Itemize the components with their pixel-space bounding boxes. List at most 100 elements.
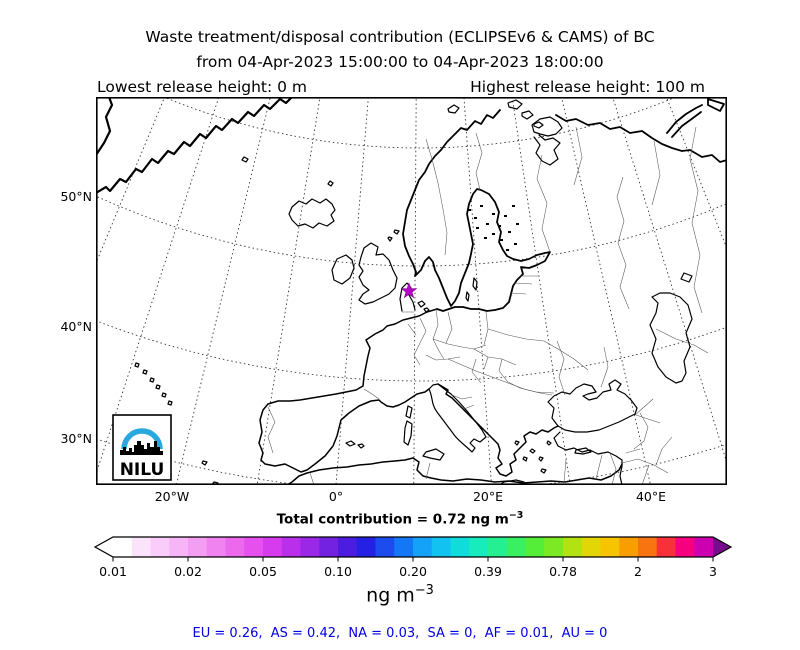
coastlines xyxy=(97,98,726,484)
colorbar-segment xyxy=(656,537,676,557)
nilu-logo-arc xyxy=(121,428,163,450)
italy-coast xyxy=(428,383,487,453)
meridian-gridline xyxy=(97,98,219,473)
lowest-release-label: Lowest release height: 0 m xyxy=(97,78,308,96)
lat-tick-40n: 40°N xyxy=(60,319,92,334)
colorbar-segment xyxy=(450,537,470,557)
atlantic-islands xyxy=(134,362,219,484)
colorbar-segment xyxy=(675,537,695,557)
balkans-greece-coast xyxy=(437,383,559,477)
colorbar-tick-label: 0.20 xyxy=(399,564,427,579)
meridian-gridline xyxy=(463,98,492,484)
colorbar-over-arrow xyxy=(713,537,731,557)
lon-tick-0: 0° xyxy=(328,489,344,504)
lon-tick-20w: 20°W xyxy=(154,489,190,504)
black-sea-coast xyxy=(547,379,638,433)
meridian-gridline xyxy=(256,98,321,484)
colorbar-segment xyxy=(525,537,545,557)
aegean-islands xyxy=(500,440,552,484)
colorbar-segment xyxy=(225,537,245,557)
colorbar-segment xyxy=(619,537,639,557)
meridian-gridline xyxy=(666,98,726,248)
colorbar-segment xyxy=(263,537,283,557)
colorbar-tick-label: 0.01 xyxy=(99,564,127,579)
colorbar-segment xyxy=(188,537,208,557)
colorbar-segment xyxy=(600,537,620,557)
meridian-gridline xyxy=(561,98,651,484)
colorbar-segment xyxy=(394,537,414,557)
lat-tick-30n: 30°N xyxy=(60,431,92,446)
colorbar-segment xyxy=(694,537,714,557)
med-islands xyxy=(345,405,445,461)
colorbar-segment xyxy=(375,537,395,557)
svalbard-islands xyxy=(241,99,544,163)
nilu-logo-text: NILU xyxy=(120,460,165,480)
colorbar-tick-label: 0.10 xyxy=(324,564,352,579)
europe-map: NILU xyxy=(96,97,727,485)
title-line1: Waste treatment/disposal contribution (E… xyxy=(145,28,655,46)
graticule-gridlines xyxy=(97,98,726,484)
colorbar-segment xyxy=(413,537,433,557)
colorbar-segment xyxy=(206,537,226,557)
colorbar-segment xyxy=(300,537,320,557)
colorbar-segment xyxy=(431,537,451,557)
gotland-island xyxy=(465,277,478,302)
iceland-coast xyxy=(288,198,336,229)
colorbar-segment xyxy=(169,537,189,557)
great-britain-coast xyxy=(327,180,400,305)
colorbar-segment xyxy=(281,537,301,557)
greenland-coast xyxy=(97,98,293,194)
parallel-gridline xyxy=(165,98,675,149)
lon-tick-20e: 20°E xyxy=(472,489,504,504)
colorbar-tick-label: 0.78 xyxy=(549,564,577,579)
arctic-russia-coast xyxy=(555,98,726,163)
colorbar-tick-label: 0.02 xyxy=(174,564,202,579)
north-africa-coast xyxy=(287,457,623,484)
colorbar-segment xyxy=(150,537,170,557)
nilu-logo: NILU xyxy=(112,414,172,481)
ireland-coast xyxy=(331,254,355,285)
meridian-gridline xyxy=(176,98,271,484)
source-marker-star xyxy=(400,282,418,299)
colorbar-ticks: 0.01 0.02 0.05 0.10 0.20 0.39 0.78 2 3 xyxy=(99,557,717,579)
colorbar-under-arrow xyxy=(95,537,113,557)
colorbar-segments xyxy=(113,537,714,557)
meridian-gridline xyxy=(335,98,369,484)
colorbar-segment xyxy=(581,537,601,557)
colorbar-tick-label: 3 xyxy=(709,564,717,579)
lat-tick-50n: 50°N xyxy=(60,189,92,204)
country-borders xyxy=(267,126,709,484)
meridian-gridline xyxy=(413,98,417,484)
total-contribution-label: Total contribution = 0.72 ng m−3 xyxy=(276,510,524,528)
parallel-gridline xyxy=(97,320,726,382)
colorbar-tick-label: 0.05 xyxy=(249,564,277,579)
colorbar-segment xyxy=(131,537,151,557)
caspian-sea-coast xyxy=(649,272,693,384)
colorbar-segment xyxy=(113,537,133,557)
title-line2: from 04-Apr-2023 15:00:00 to 04-Apr-2023… xyxy=(196,53,604,71)
colorbar-segment xyxy=(638,537,658,557)
colorbar-segment xyxy=(563,537,583,557)
highest-release-label: Highest release height: 100 m xyxy=(470,78,705,96)
colorbar-tick-label: 0.39 xyxy=(474,564,502,579)
meridian-gridline xyxy=(511,98,571,484)
colorbar-segment xyxy=(338,537,358,557)
parallel-gridline xyxy=(97,196,726,267)
scandinavia-coast xyxy=(402,109,551,312)
kola-whitesea-coast xyxy=(531,116,563,166)
colorbar-segment xyxy=(319,537,339,557)
footer-contributions: EU = 0.26, AS = 0.42, NA = 0.03, SA = 0,… xyxy=(192,626,608,641)
colorbar-segment xyxy=(488,537,508,557)
colorbar-segment xyxy=(244,537,264,557)
west-europe-coast xyxy=(258,308,438,473)
meridian-gridline xyxy=(612,98,726,462)
colorbar-unit-label: ng m−3 xyxy=(366,583,434,607)
colorbar-tick-label: 2 xyxy=(634,564,642,579)
colorbar-segment xyxy=(356,537,376,557)
colorbar-segment xyxy=(544,537,564,557)
map-frame xyxy=(96,97,727,485)
colorbar-segment xyxy=(469,537,489,557)
title-line3: Lowest release height: 0 m Highest relea… xyxy=(97,76,705,98)
lon-tick-40e: 40°E xyxy=(635,489,667,504)
